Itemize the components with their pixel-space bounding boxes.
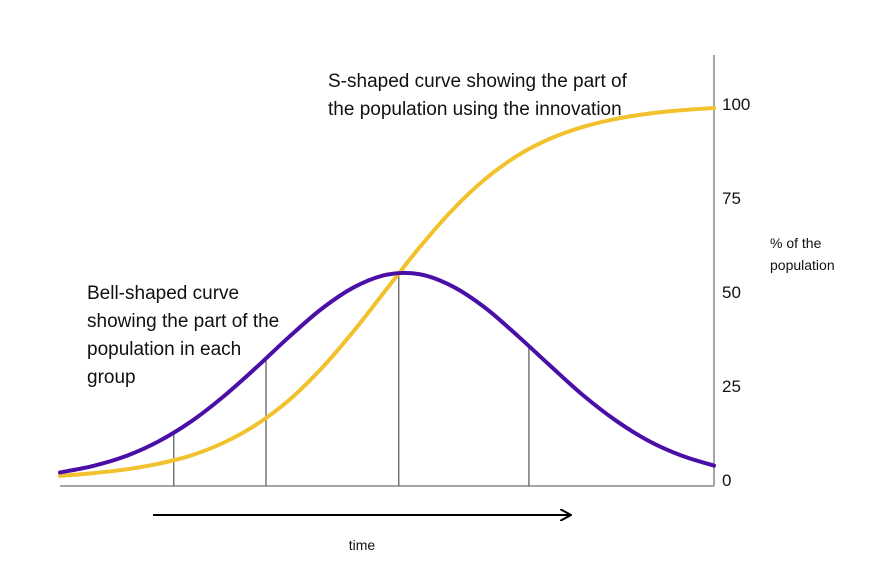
bell-curve: [58, 270, 716, 475]
y-tick-label: 100: [722, 95, 750, 114]
y-axis-label: % of the population: [770, 235, 835, 273]
bell-curve-annotation: Bell-shaped curve showing the part of th…: [87, 283, 280, 388]
s-curve-annotation: S-shaped curve showing the part of the p…: [328, 71, 627, 120]
y-tick-label: 75: [722, 189, 741, 208]
y-tick-label: 0: [722, 471, 731, 490]
y-tick-label: 25: [722, 377, 741, 396]
s-curve: [58, 106, 716, 478]
plot-area: 0 25 50 75 100: [58, 55, 750, 490]
x-axis-label: time: [349, 537, 376, 553]
y-tick-label: 50: [722, 283, 741, 302]
